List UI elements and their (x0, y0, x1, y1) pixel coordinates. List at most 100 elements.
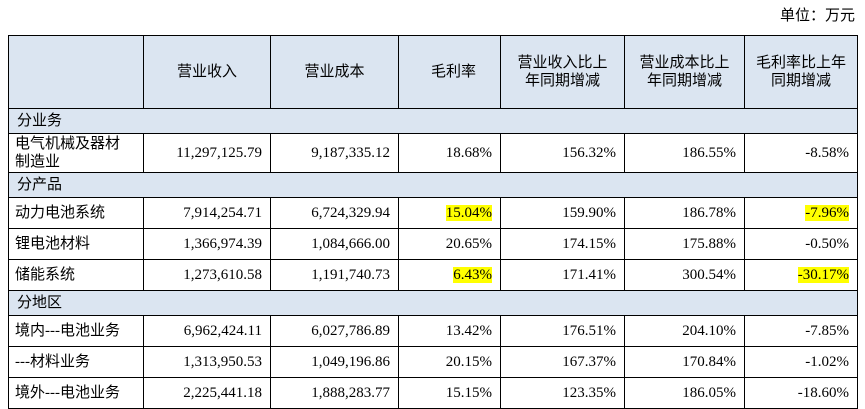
value-cell: 18.68% (398, 133, 501, 173)
value-cell: 1,049,196.86 (270, 346, 399, 378)
row-label: 电气机械及器材制造业 (8, 133, 144, 173)
value-cell: 7,914,254.71 (143, 197, 271, 229)
value-cell: 170.84% (624, 346, 745, 378)
header-text: 营业成本 (304, 64, 365, 80)
value-cell: 186.05% (624, 377, 745, 409)
cell-text: 156.32% (562, 145, 616, 161)
cell-text: 20.65% (445, 236, 492, 252)
value-cell: 15.04% (398, 197, 501, 229)
value-cell: 1,366,974.39 (143, 228, 271, 260)
value-cell: 159.90% (500, 197, 625, 229)
header-cell: 营业收入比上年同期增减 (500, 35, 625, 109)
highlighted-value: -30.17% (797, 267, 849, 283)
value-cell: 6,724,329.94 (270, 197, 399, 229)
value-cell: 156.32% (500, 133, 625, 173)
cell-text: 动力电池系统 (15, 205, 106, 221)
highlighted-value: 6.43% (453, 267, 492, 283)
cell-text: 6,027,786.89 (311, 323, 390, 339)
cell-text: 176.51% (562, 323, 616, 339)
row-label: ---材料业务 (8, 346, 144, 378)
cell-text: 1,049,196.86 (311, 354, 390, 370)
value-cell: 13.42% (398, 315, 501, 347)
header-cell: 毛利率 (398, 35, 501, 109)
value-cell: -0.50% (744, 228, 858, 260)
cell-text: 20.15% (445, 354, 492, 370)
section-label: 分地区 (8, 290, 858, 316)
cell-text: 170.84% (682, 354, 736, 370)
cell-text: 储能系统 (15, 267, 76, 283)
header-cell: 营业收入 (143, 35, 271, 109)
cell-text: 1,313,950.53 (183, 354, 262, 370)
data-row: ---材料业务 1,313,950.53 1,049,196.86 20.15% 167… (8, 346, 858, 378)
value-cell: 174.15% (500, 228, 625, 260)
value-cell: 300.54% (624, 259, 745, 291)
cell-text: 1,273,610.58 (183, 267, 262, 283)
cell-text: 186.55% (682, 145, 736, 161)
value-cell: 1,191,740.73 (270, 259, 399, 291)
cell-text: 1,888,283.77 (311, 385, 390, 401)
cell-text: 13.42% (445, 323, 492, 339)
value-cell: 1,888,283.77 (270, 377, 399, 409)
cell-text: 1,191,740.73 (311, 267, 390, 283)
value-cell: -7.85% (744, 315, 858, 347)
cell-text: 电气机械及器材制造业 (15, 136, 121, 170)
cell-text: 6,962,424.11 (183, 323, 262, 339)
row-label: 动力电池系统 (8, 197, 144, 229)
cell-text: 2,225,441.18 (183, 385, 262, 401)
value-cell: -8.58% (744, 133, 858, 173)
value-cell: 6.43% (398, 259, 501, 291)
cell-text: -1.02% (805, 354, 849, 370)
header-cell: 毛利率比上年同期增减 (744, 35, 858, 109)
value-cell: 11,297,125.79 (143, 133, 271, 173)
value-cell: 186.55% (624, 133, 745, 173)
cell-text: 锂电池材料 (15, 236, 91, 252)
value-cell: 20.65% (398, 228, 501, 260)
value-cell: 175.88% (624, 228, 745, 260)
value-cell: -7.96% (744, 197, 858, 229)
cell-text: 171.41% (562, 267, 616, 283)
header-text: 营业收入比上年同期增减 (517, 55, 608, 89)
value-cell: 1,084,666.00 (270, 228, 399, 260)
cell-text: 6,724,329.94 (311, 205, 390, 221)
value-cell: -1.02% (744, 346, 858, 378)
cell-text: -0.50% (805, 236, 849, 252)
header-text: 毛利率比上年同期增减 (755, 55, 846, 89)
value-cell: 186.78% (624, 197, 745, 229)
cell-text: 1,084,666.00 (311, 236, 390, 252)
cell-text: 境外---电池业务 (15, 385, 120, 401)
data-row: 锂电池材料 1,366,974.39 1,084,666.00 20.65% 174.1… (8, 228, 858, 260)
cell-text: -18.60% (797, 385, 849, 401)
value-cell: 6,962,424.11 (143, 315, 271, 347)
cell-text: -8.58% (805, 145, 849, 161)
value-cell: 1,313,950.53 (143, 346, 271, 378)
cell-text: ---材料业务 (15, 354, 90, 370)
data-row: 动力电池系统 7,914,254.71 6,724,329.94 15.04% 159.… (8, 197, 858, 229)
section-row: 分业务 (8, 108, 858, 134)
cell-text: 7,914,254.71 (183, 205, 262, 221)
cell-text: 186.78% (682, 205, 736, 221)
header-text: 营业成本比上年同期增减 (639, 55, 730, 89)
header-text: 毛利率 (430, 64, 476, 80)
section-label: 分业务 (8, 108, 858, 134)
header-cell: 营业成本 (270, 35, 399, 109)
highlighted-value: 15.04% (445, 205, 492, 221)
row-label: 储能系统 (8, 259, 144, 291)
cell-text: 15.15% (445, 385, 492, 401)
section-label: 分产品 (8, 172, 858, 198)
cell-text: 167.37% (562, 354, 616, 370)
cell-text: 1,366,974.39 (183, 236, 262, 252)
data-row: 电气机械及器材制造业 11,297,125.79 9,187,335.12 18.68… (8, 133, 858, 173)
header-cell: 营业成本比上年同期增减 (624, 35, 745, 109)
header-row: 营业收入 营业成本 毛利率 营业收入比上年同期增减 营业成本比上年同期增减 毛利率比上年同… (8, 35, 858, 109)
cell-text: 300.54% (682, 267, 736, 283)
cell-text: 159.90% (562, 205, 616, 221)
data-table: 营业收入 营业成本 毛利率 营业收入比上年同期增减 营业成本比上年同期增减 毛利率比上年同… (8, 35, 858, 409)
cell-text: 174.15% (562, 236, 616, 252)
cell-text: 186.05% (682, 385, 736, 401)
cell-text: 11,297,125.79 (176, 145, 262, 161)
value-cell: -30.17% (744, 259, 858, 291)
row-label: 锂电池材料 (8, 228, 144, 260)
row-label: 境外---电池业务 (8, 377, 144, 409)
data-row: 境外---电池业务 2,225,441.18 1,888,283.77 15.15% 1… (8, 377, 858, 409)
